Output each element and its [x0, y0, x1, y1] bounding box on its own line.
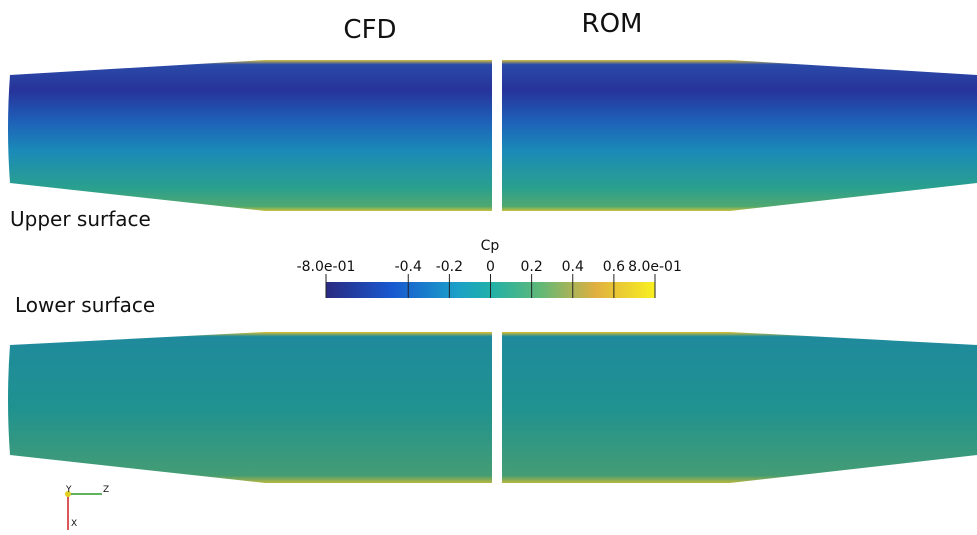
colorbar-tick-label: -0.4 [395, 259, 422, 275]
column-label: CFD [343, 15, 396, 45]
axes-triad: Y Z X [65, 485, 109, 530]
row-label: Lower surface [15, 293, 155, 317]
axis-label: Z [103, 485, 109, 495]
wing-cfd-lower [8, 332, 492, 483]
colorbar-tick-label: 0.2 [520, 259, 542, 275]
column-label: ROM [582, 9, 643, 39]
wing-rom-lower [502, 332, 977, 483]
scene: CFD ROM Upper surface Lower surface Cp -… [0, 0, 977, 535]
colorbar-tick-label: -0.2 [436, 259, 463, 275]
wing-cfd-upper [8, 60, 492, 211]
wing-rom-upper [502, 60, 977, 211]
colorbar-tick-label: 0.4 [562, 259, 584, 275]
axis-label: X [71, 519, 77, 529]
row-label: Upper surface [10, 207, 151, 231]
colorbar-tick-label: 0.6 [603, 259, 625, 275]
lower-wings [8, 332, 977, 483]
colorbar-tick-label: 0 [486, 259, 495, 275]
colorbar-title: Cp [481, 238, 500, 254]
colorbar-tick-label: -8.0e-01 [297, 259, 356, 275]
upper-wings [8, 60, 977, 211]
axis-label: Y [65, 485, 72, 495]
colorbar-tick-label: 8.0e-01 [628, 259, 682, 275]
